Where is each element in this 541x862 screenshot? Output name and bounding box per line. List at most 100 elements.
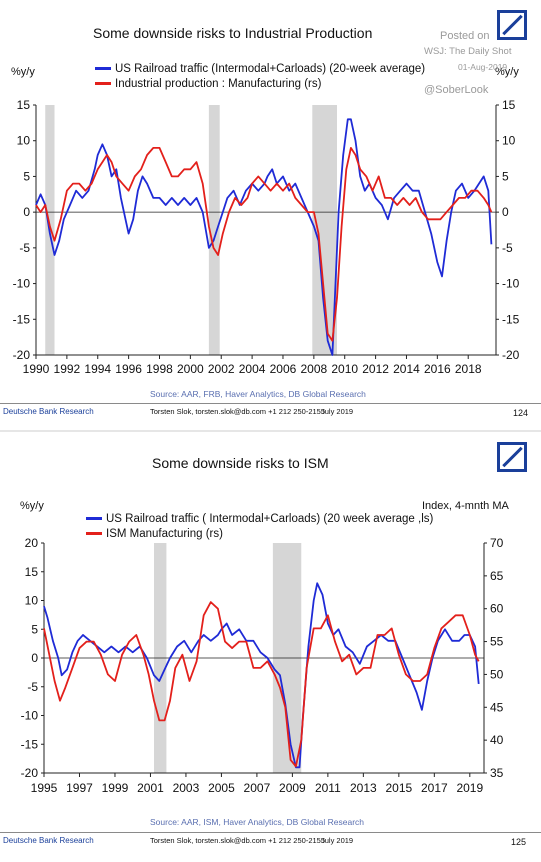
y-tick-label: -20 [13,348,31,362]
x-tick-label: 2004 [239,362,266,376]
x-tick-label: 2000 [177,362,204,376]
footer-date: July 2019 [321,836,354,845]
x-tick-label: 2017 [421,781,448,795]
y-right-tick-label: 55 [490,635,504,649]
right-axis-unit: %y/y [495,66,519,78]
y-right-tick-label: -15 [502,312,520,326]
deutsche-bank-logo-icon [497,10,527,40]
footer-author: Torsten Slok, torsten.slok@db.com +1 212… [150,407,326,416]
x-tick-label: 2009 [279,781,306,795]
series-line-railroad [43,582,480,769]
x-tick-label: 2008 [301,362,328,376]
chart-title: Some downside risks to ISM [152,455,329,471]
legend-swatch [95,82,111,86]
legend: US Railroad traffic (Intermodal+Carloads… [95,62,425,92]
watermark-date: 01-Aug-2019 [458,62,508,72]
x-tick-label: 2019 [456,781,483,795]
legend-entry-ism: ISM Manufacturing (rs) [86,527,433,542]
x-tick-label: 1995 [31,781,58,795]
y-right-tick-label: 45 [490,700,504,714]
x-tick-label: 2002 [208,362,235,376]
y-right-tick-label: 50 [490,667,504,681]
x-tick-label: 2003 [173,781,200,795]
legend-swatch [86,532,102,536]
x-tick-label: 1999 [102,781,129,795]
y-tick-label: 15 [25,565,39,579]
x-tick-label: 1996 [115,362,142,376]
y-tick-label: -15 [13,312,31,326]
y-right-tick-label: 15 [502,98,516,112]
y-tick-label: 15 [17,98,31,112]
legend-entry-manufacturing: Industrial production : Manufacturing (r… [95,77,425,92]
source-note: Source: AAR, ISM, Haver Analytics, DB Gl… [150,817,365,827]
x-tick-label: 2015 [385,781,412,795]
chart-panel-ism: Some downside risks to ISM %y/y Index, 4… [0,432,541,862]
right-axis-unit: Index, 4-mnth MA [422,500,509,512]
y-right-tick-label: 10 [502,134,516,148]
legend-label: US Railroad traffic ( Intermodal+Carload… [106,513,434,525]
y-right-tick-label: -5 [502,241,513,255]
y-right-tick-label: 35 [490,766,504,780]
legend-entry-railroad: US Railroad traffic ( Intermodal+Carload… [86,512,433,527]
footer-date: July 2019 [321,407,354,416]
page-footer: Deutsche Bank Research Torsten Slok, tor… [0,403,541,426]
legend-swatch [86,517,102,521]
y-right-tick-label: 5 [502,169,509,183]
x-tick-label: 2006 [270,362,297,376]
y-right-tick-label: 40 [490,733,504,747]
x-tick-label: 2013 [350,781,377,795]
legend-label: Industrial production : Manufacturing (r… [115,78,322,90]
y-tick-label: 5 [23,169,30,183]
legend-label: US Railroad traffic (Intermodal+Carloads… [115,63,426,75]
series-line-ism [43,601,480,768]
y-tick-label: -15 [21,737,39,751]
y-tick-label: 10 [17,134,31,148]
x-tick-label: 2010 [331,362,358,376]
y-tick-label: -10 [13,277,31,291]
footer-author: Torsten Slok, torsten.slok@db.com +1 212… [150,836,326,845]
y-right-tick-label: 65 [490,569,504,583]
y-right-tick-label: 70 [490,536,504,550]
y-tick-label: 10 [25,594,39,608]
footer-brand: Deutsche Bank Research [3,836,94,845]
x-tick-label: 1992 [54,362,81,376]
footer-brand: Deutsche Bank Research [3,407,94,416]
legend-swatch [95,67,111,71]
x-tick-label: 2011 [315,781,341,795]
x-tick-label: 2018 [455,362,482,376]
page-footer: Deutsche Bank Research Torsten Slok, tor… [0,832,541,857]
series-line-railroad [35,118,493,356]
legend-label: ISM Manufacturing (rs) [106,528,223,540]
watermark-posted: Posted on [440,30,490,42]
y-right-tick-label: 0 [502,205,509,219]
watermark-source: WSJ: The Daily Shot [424,46,512,57]
left-axis-unit: %y/y [20,500,44,512]
recession-band [208,105,220,355]
y-right-tick-label: -10 [502,277,520,291]
line-chart-ism: -20 -15 -10 -5 0 5 10 15 20 35 40 45 50 55 60 65 70 1995 1… [21,536,504,795]
x-tick-label: 1998 [146,362,173,376]
x-tick-label: 1997 [66,781,93,795]
left-axis-unit: %y/y [11,66,35,78]
page-number: 125 [511,837,527,847]
x-tick-label: 2001 [137,781,164,795]
x-tick-label: 1994 [84,362,111,376]
legend: US Railroad traffic ( Intermodal+Carload… [86,512,433,542]
y-tick-label: -10 [21,709,39,723]
chart-title: Some downside risks to Industrial Produc… [93,25,373,41]
line-chart-industrial-production: -20 -15 -10 -5 0 5 10 15 -20 -15 -10 -5 0 5 10 15 1990 19… [13,98,520,376]
x-tick-label: 2005 [208,781,235,795]
y-right-tick-label: 60 [490,602,504,616]
source-note: Source: AAR, FRB, Haver Analytics, DB Gl… [150,389,366,399]
chart-panel-industrial-production: Some downside risks to Industrial Produc… [0,0,541,430]
y-tick-label: 20 [25,536,39,550]
x-tick-label: 2014 [393,362,420,376]
y-tick-label: -5 [19,241,30,255]
y-tick-label: -5 [27,680,38,694]
y-tick-label: -20 [21,766,39,780]
page-number: 124 [513,408,529,418]
y-right-tick-label: -20 [502,348,520,362]
x-tick-label: 2016 [424,362,451,376]
x-tick-label: 2012 [362,362,389,376]
y-tick-label: 5 [31,622,38,636]
